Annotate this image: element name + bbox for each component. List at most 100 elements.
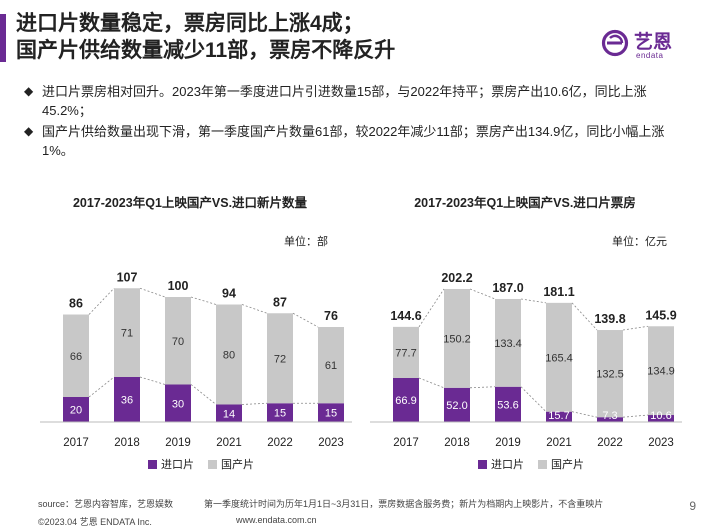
data-label-imported: 14 (223, 408, 235, 420)
diamond-bullet-icon: ◆ (24, 84, 34, 98)
bar-imported (267, 403, 293, 422)
data-label-imported: 15.7 (548, 410, 569, 422)
bar-imported (216, 404, 242, 422)
footer-source: source：艺恩内容智库，艺恩娱数 (38, 499, 174, 509)
data-label-domestic: 80 (223, 350, 235, 362)
data-label-total: 86 (69, 297, 83, 311)
connector-line (469, 288, 496, 300)
film-count-chart: 20 66 86 2017 36 71 107 2018 30 70 100 2019 14 80 94 20… (40, 270, 352, 471)
data-label-imported: 36 (121, 395, 133, 407)
data-label-total: 145.9 (645, 308, 676, 322)
x-tick-label: 2023 (648, 437, 674, 449)
bar-imported (114, 377, 140, 422)
chart-title-count: 2017-2023年Q1上映国产VS.进口新片数量 (72, 196, 308, 210)
data-label-total: 76 (324, 309, 338, 323)
connector-line (520, 298, 547, 304)
connector-line (571, 411, 598, 418)
data-label-total: 100 (168, 279, 189, 293)
connector-line (520, 386, 547, 412)
connector-line (88, 376, 115, 398)
chart-unit-count: 单位：部 (284, 236, 328, 248)
connector-line (571, 302, 598, 331)
bullet-text-2: 国产片供给数量出现下滑，第一季度国产片数量61部，较2022年减少11部；票房产… (42, 124, 665, 158)
bar-domestic (216, 304, 242, 405)
x-tick-label: 2019 (495, 437, 521, 449)
title-accent-bar (0, 14, 6, 62)
connector-line (139, 376, 166, 385)
logo-name-cn: 艺恩 (634, 32, 673, 53)
bullet-item: ◆ 进口片票房相对回升。2023年第一季度进口片引进数量15部，与2022年持平… (22, 82, 694, 120)
title-line-2: 国产片供给数量减少11部，票房不降反升 (16, 39, 396, 62)
data-label-domestic: 134.9 (647, 366, 675, 378)
bar-imported (444, 387, 470, 422)
connector-line (139, 287, 166, 298)
bar-imported (63, 397, 89, 422)
bar-domestic (114, 288, 140, 377)
legend-swatch-imported (478, 460, 487, 469)
data-label-total: 144.6 (390, 309, 421, 323)
connector-line (469, 386, 496, 389)
legend-swatch-domestic (538, 460, 547, 469)
bar-imported (648, 415, 674, 422)
legend-label-domestic: 国产片 (221, 457, 254, 471)
data-label-imported: 53.6 (497, 399, 518, 411)
data-label-total: 94 (222, 287, 236, 301)
connector-line (190, 296, 217, 305)
bullet-text-1: 进口片票房相对回升。2023年第一季度进口片引进数量15部，与2022年持平；票… (42, 84, 647, 118)
bullet-item: ◆ 国产片供给数量出现下滑，第一季度国产片数量61部，较2022年减少11部；票… (22, 122, 694, 160)
data-label-imported: 66.9 (395, 395, 416, 407)
data-label-domestic: 72 (274, 353, 286, 365)
data-label-domestic: 77.7 (395, 347, 416, 359)
bullet-list: ◆ 进口片票房相对回升。2023年第一季度进口片引进数量15部，与2022年持平… (22, 82, 694, 162)
connector-line (622, 414, 649, 418)
connector-line (292, 312, 319, 328)
data-label-domestic: 70 (172, 336, 184, 348)
data-label-domestic: 71 (121, 328, 133, 340)
bar-domestic (318, 327, 344, 404)
page-title: 进口片数量稳定，票房同比上涨4成； 国产片供给数量减少11部，票房不降反升 (16, 10, 576, 64)
bar-imported (318, 403, 344, 422)
legend-label-imported: 进口片 (161, 458, 194, 471)
footer-copyright: ©2023.04 艺恩 ENDATA Inc. (38, 517, 152, 527)
data-label-domestic: 66 (70, 351, 82, 363)
bar-domestic (597, 330, 623, 418)
bar-imported (546, 411, 572, 422)
data-label-domestic: 61 (325, 360, 337, 372)
bar-domestic (63, 314, 89, 397)
chart-unit-boxoffice: 单位：亿元 (612, 236, 667, 248)
connector-line (241, 402, 268, 405)
legend-label-imported: 进口片 (491, 458, 524, 471)
data-label-imported: 30 (172, 398, 184, 410)
data-label-total: 107 (117, 270, 138, 284)
footer-website: www.endata.com.cn (236, 515, 317, 525)
x-tick-label: 2021 (216, 437, 242, 449)
connector-line (241, 304, 268, 314)
x-tick-label: 2017 (63, 437, 89, 449)
connector-line (418, 377, 445, 389)
data-label-imported: 52.0 (446, 400, 467, 412)
bar-domestic (648, 326, 674, 416)
data-label-imported: 15 (274, 408, 286, 420)
legend-label-domestic: 国产片 (551, 457, 584, 471)
data-label-domestic: 150.2 (443, 333, 471, 345)
data-label-domestic: 132.5 (596, 369, 624, 381)
x-tick-label: 2021 (546, 437, 572, 449)
data-label-domestic: 165.4 (545, 352, 573, 364)
bar-domestic (267, 313, 293, 404)
bar-domestic (546, 302, 572, 412)
data-label-total: 187.0 (492, 281, 523, 295)
bar-imported (393, 377, 419, 422)
bar-domestic (393, 326, 419, 378)
x-tick-label: 2018 (114, 437, 140, 449)
data-label-total: 181.1 (543, 285, 574, 299)
bar-domestic (165, 297, 191, 385)
x-tick-label: 2022 (597, 437, 623, 449)
connector-line (190, 384, 217, 405)
endata-logo-icon (601, 29, 629, 57)
x-tick-label: 2023 (318, 437, 344, 449)
connector-line (418, 288, 445, 328)
footer-note: 第一季度统计时间为历年1月1日~3月31日，票房数据含服务费；新片为档期内上映影… (204, 499, 604, 509)
page-number: 9 (689, 499, 696, 513)
endata-logo: 艺恩 endata (600, 26, 695, 66)
logo-name-en: endata (636, 51, 664, 60)
